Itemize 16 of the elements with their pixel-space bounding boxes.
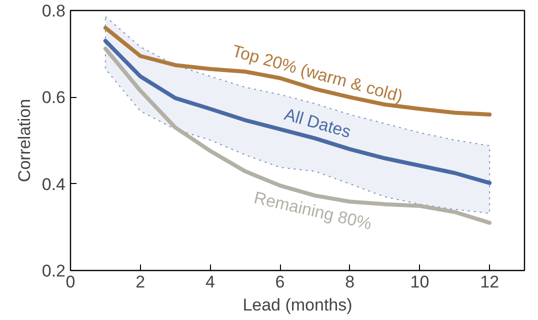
y-axis-title: Correlation xyxy=(14,98,34,182)
y-tick-label: 0.4 xyxy=(42,174,66,194)
text: Top 20% (warm & cold) xyxy=(230,41,405,106)
y-tick-label: 0.8 xyxy=(42,2,66,20)
x-tick-label: 6 xyxy=(275,272,285,292)
x-tick-label: 2 xyxy=(136,272,146,292)
y-tick-label: 0.2 xyxy=(42,262,66,280)
x-tick-label: 4 xyxy=(205,272,215,292)
text: All Dates xyxy=(282,104,353,142)
x-tick-label: 12 xyxy=(480,272,500,292)
x-tick-label: 8 xyxy=(345,272,355,292)
x-tick-label: 10 xyxy=(410,272,430,292)
x-tick-label: 0 xyxy=(66,272,76,292)
line-series xyxy=(103,38,492,185)
y-tick-label: 0.6 xyxy=(42,88,66,108)
x-axis-title: Lead (months) xyxy=(242,296,352,314)
